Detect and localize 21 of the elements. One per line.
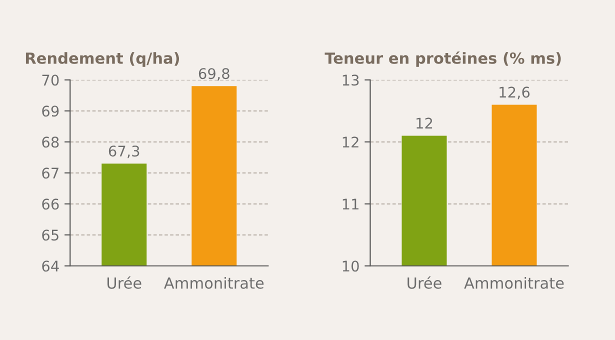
data-label: 12,6	[500, 86, 530, 100]
y-tick-label: 10	[342, 260, 359, 272]
y-tick-label: 69	[42, 106, 59, 117]
data-label: 12	[416, 118, 432, 128]
x-tick-label: Ammonitrate	[464, 276, 564, 289]
y-tick-label: 64	[42, 260, 59, 272]
x-tick-label: Urée	[408, 276, 442, 289]
y-tick-label: 67	[42, 168, 58, 179]
y-tick-label: 66	[42, 198, 59, 210]
x-tick-label: Urée	[107, 276, 142, 289]
chart-title: Rendement (q/ha)	[26, 52, 179, 67]
y-tick-label: 12	[342, 136, 358, 148]
y-tick-label: 11	[342, 198, 358, 210]
y-tick-label: 65	[42, 230, 58, 241]
data-label: 69,8	[198, 68, 230, 81]
x-tick-label: Ammonitrate	[164, 276, 264, 289]
data-label: 67,3	[108, 146, 140, 158]
y-tick-label: 68	[42, 136, 59, 148]
chart-title: Teneur en protéines (% ms)	[324, 51, 561, 67]
y-tick-label: 13	[342, 74, 359, 86]
y-tick-label: 70	[42, 74, 59, 86]
